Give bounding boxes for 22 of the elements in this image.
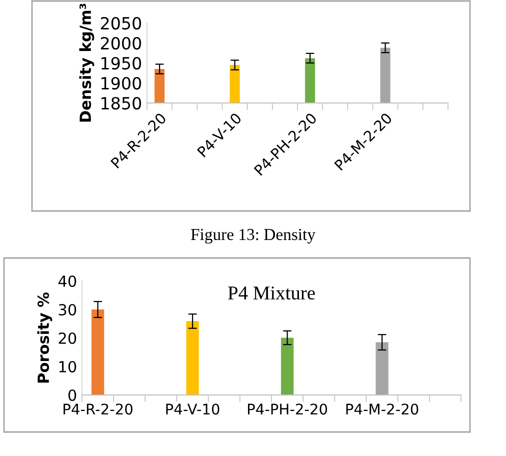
y-axis-title: Porosity % bbox=[37, 292, 52, 383]
x-tick-label: P4-V-10 bbox=[166, 404, 220, 415]
bar bbox=[186, 321, 199, 395]
bar bbox=[376, 342, 388, 395]
y-tick-label: 1900 bbox=[102, 76, 142, 90]
y-tick-label: 30 bbox=[58, 304, 76, 316]
bar bbox=[91, 310, 104, 395]
y-tick-label: 2000 bbox=[100, 36, 142, 50]
y-tick-label: 1850 bbox=[102, 96, 142, 110]
y-tick-label: 40 bbox=[58, 275, 76, 288]
x-tick-label: P4-R-2-20 bbox=[64, 404, 132, 415]
caption: Figure 13: Density bbox=[190, 228, 316, 244]
y-tick-label: 0 bbox=[68, 389, 76, 402]
chart-title: P4 Mixture bbox=[228, 286, 315, 300]
x-tick-label: P4-PH-2-20 bbox=[248, 404, 328, 415]
y-tick-label: 1950 bbox=[102, 56, 142, 70]
y-axis-title: Density kg/m³ bbox=[79, 4, 94, 122]
y-tick-label: 20 bbox=[58, 332, 76, 344]
y-tick-label: 2050 bbox=[100, 16, 142, 30]
y-tick-label: 10 bbox=[59, 360, 76, 373]
x-tick-label: P4-M-2-20 bbox=[346, 404, 418, 415]
bar bbox=[280, 338, 294, 395]
